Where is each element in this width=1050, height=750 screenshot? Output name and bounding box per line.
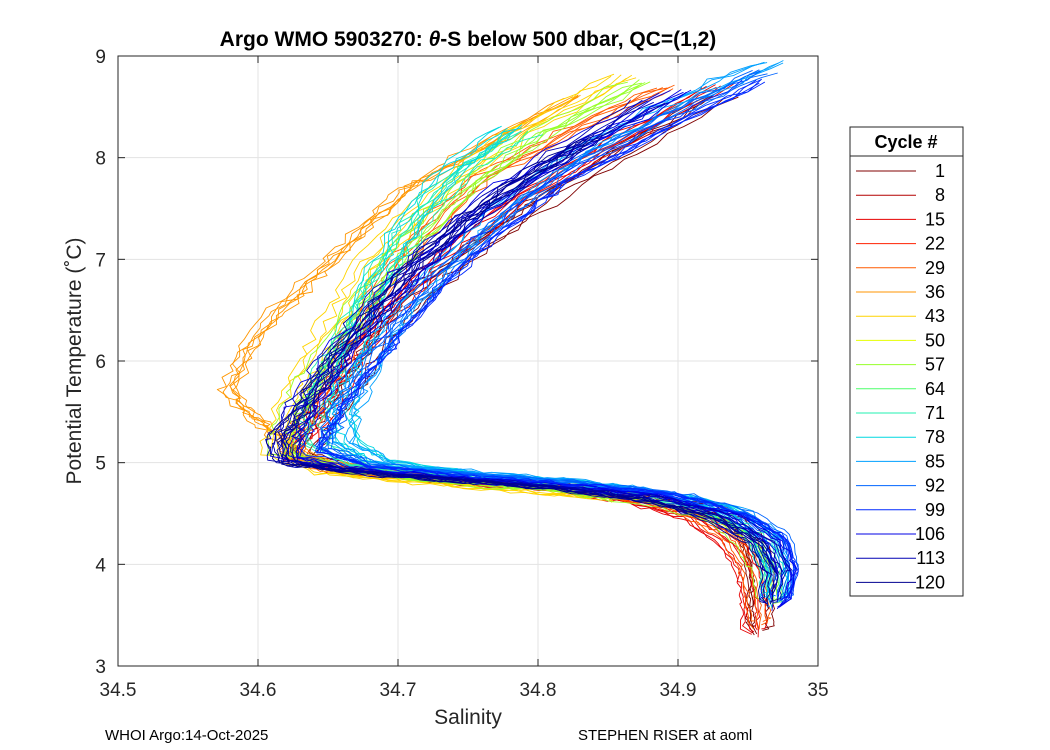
legend-label: 36 xyxy=(925,282,945,302)
y-tick-label: 9 xyxy=(95,47,106,68)
profile-line xyxy=(322,126,771,600)
y-axis-ticks: 3 4 5 6 7 8 9 xyxy=(95,47,818,678)
legend-label: 1 xyxy=(935,161,945,181)
x-tick-label: 34.9 xyxy=(660,680,697,701)
legend-label: 15 xyxy=(925,209,945,229)
y-tick-label: 5 xyxy=(95,454,106,475)
y-tick-label: 7 xyxy=(95,250,106,271)
profile-line xyxy=(291,102,788,580)
legend-label: 57 xyxy=(925,355,945,375)
legend: Cycle # 18152229364350576471788592991061… xyxy=(849,126,964,597)
y-tick-label: 8 xyxy=(95,149,106,170)
x-tick-label: 34.5 xyxy=(100,680,137,701)
profile-line xyxy=(302,130,771,594)
legend-label: 85 xyxy=(925,451,945,471)
legend-label: 8 xyxy=(935,185,945,205)
legend-label: 106 xyxy=(915,524,945,544)
legend-label: 78 xyxy=(925,427,945,447)
legend-label: 64 xyxy=(925,379,945,399)
footer-right: STEPHEN RISER at aoml xyxy=(578,727,752,744)
x-axis-ticks: 34.5 34.6 34.7 34.8 34.9 35 xyxy=(100,56,829,701)
legend-label: 43 xyxy=(925,306,945,326)
legend-label: 120 xyxy=(915,572,945,592)
x-axis-label: Salinity xyxy=(434,706,502,729)
legend-label: 113 xyxy=(916,548,945,568)
legend-label: 29 xyxy=(925,258,945,278)
legend-label: 71 xyxy=(925,403,945,423)
x-tick-label: 34.7 xyxy=(380,680,417,701)
legend-entries: 1 8 15 22 29 36 43 50 57 64 71 78 85 92 99 106 113 120 xyxy=(856,161,945,592)
chart-title: Argo WMO 5903270: θ-S below 500 dbar, QC… xyxy=(220,28,717,51)
legend-label: 92 xyxy=(925,476,945,496)
y-tick-label: 4 xyxy=(95,555,106,576)
x-tick-label: 34.8 xyxy=(520,680,557,701)
data-series xyxy=(216,60,799,638)
y-tick-label: 6 xyxy=(95,352,106,373)
profile-line xyxy=(295,102,793,572)
legend-title: Cycle # xyxy=(874,132,937,152)
profile-line xyxy=(280,134,779,605)
y-tick-label: 3 xyxy=(95,657,106,678)
profile-line xyxy=(272,137,769,605)
x-tick-label: 35 xyxy=(807,680,828,701)
profile-line xyxy=(276,138,772,609)
y-axis-label: Potential Temperature (˚C) xyxy=(63,237,86,484)
profile-line xyxy=(316,81,796,600)
profile-line xyxy=(285,134,784,602)
footer-left: WHOI Argo:14-Oct-2025 xyxy=(105,727,268,744)
legend-label: 50 xyxy=(925,330,945,350)
legend-box xyxy=(849,126,964,597)
legend-label: 99 xyxy=(925,500,945,520)
x-tick-label: 34.6 xyxy=(240,680,277,701)
legend-label: 22 xyxy=(925,234,945,254)
profile-line xyxy=(314,79,795,601)
profile-line xyxy=(287,89,785,603)
